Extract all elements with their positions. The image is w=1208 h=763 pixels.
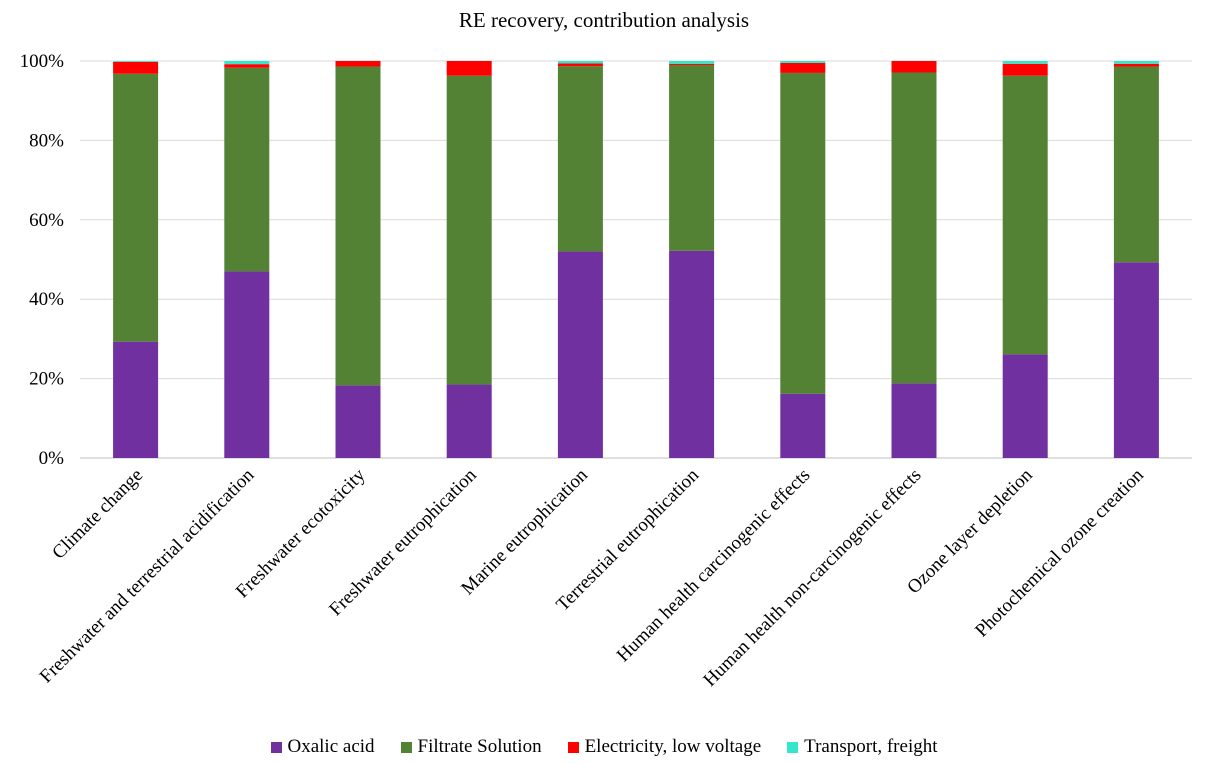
bar-segment: [1002, 75, 1048, 355]
bar-segment: [335, 385, 381, 458]
x-tick-label: Marine eutrophication: [457, 464, 592, 599]
legend-item: Transport, freight: [787, 736, 938, 758]
x-tick-label: Ozone layer depletion: [903, 464, 1037, 598]
bar-segment: [446, 384, 492, 458]
bar-segment: [669, 63, 715, 65]
bar-segment: [446, 75, 492, 385]
legend-swatch: [270, 741, 282, 753]
bar-segment: [780, 62, 826, 73]
x-tick-label: Freshwater and terrestrial acidification: [36, 464, 259, 687]
y-tick-label: 0%: [39, 448, 65, 469]
legend-swatch: [787, 741, 799, 753]
x-tick-label: Human health non-carcinogenic effects: [699, 465, 925, 691]
bar-segment: [224, 271, 270, 458]
legend-item: Filtrate Solution: [400, 736, 542, 758]
bar-segment: [891, 61, 937, 73]
legend-label: Transport, freight: [804, 736, 938, 757]
bar-segment: [669, 64, 715, 251]
bar-segment: [780, 61, 826, 63]
bar-segment: [113, 341, 159, 458]
bar-segment: [224, 61, 270, 65]
bar-segment: [1002, 354, 1048, 458]
bar-segment: [335, 66, 381, 386]
bar-segment: [557, 251, 603, 458]
y-tick-label: 40%: [29, 289, 64, 310]
bar-segment: [1113, 262, 1159, 458]
bar-segment: [1002, 61, 1048, 64]
bar-segment: [780, 72, 826, 394]
bar-segment: [780, 393, 826, 458]
y-tick-label: 100%: [20, 51, 65, 72]
x-tick-label: Human health carcinogenic effects: [613, 465, 814, 666]
bar-segment: [224, 64, 270, 68]
bar-segment: [113, 61, 159, 74]
legend-label: Oxalic acid: [287, 736, 375, 757]
bar-segment: [669, 61, 715, 64]
bar-segment: [113, 61, 159, 62]
y-tick-label: 60%: [29, 210, 64, 231]
bar-segment: [557, 63, 603, 67]
bar-segment: [335, 61, 381, 67]
legend-swatch: [567, 741, 579, 753]
y-tick-label: 80%: [29, 130, 64, 151]
legend-label: Electricity, low voltage: [584, 736, 762, 757]
bar-segment: [113, 73, 159, 342]
bar-segment: [891, 383, 937, 458]
legend-item: Oxalic acid: [270, 736, 375, 758]
bar-segment: [1113, 66, 1159, 263]
bar-segment: [891, 72, 937, 384]
bar-segment: [557, 66, 603, 252]
chart-legend: Oxalic acid Filtrate Solution Electricity,…: [0, 736, 1208, 758]
legend-label: Filtrate Solution: [417, 736, 542, 757]
bar-segment: [446, 61, 492, 76]
legend-swatch: [400, 741, 412, 753]
bar-segment: [669, 250, 715, 458]
bar-segment: [1002, 63, 1048, 76]
chart-title: RE recovery, contribution analysis: [458, 8, 750, 32]
y-tick-label: 20%: [29, 369, 64, 390]
bar-segment: [224, 67, 270, 272]
bar-segment: [557, 61, 603, 64]
bar-segment: [1113, 63, 1159, 67]
legend-item: Electricity, low voltage: [567, 736, 762, 758]
bar-segment: [1113, 61, 1159, 64]
x-tick-label: Climate change: [48, 465, 147, 564]
